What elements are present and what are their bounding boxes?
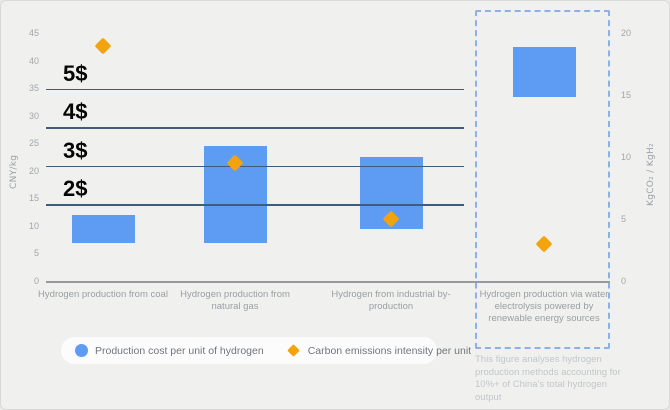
right-axis-tick: 20	[621, 28, 632, 38]
legend-item-carbon-intensity: Carbon emissions intensity per unit	[286, 344, 472, 357]
right-axis-tick: 15	[621, 89, 632, 100]
dollar-reference-label: 5$	[63, 60, 88, 86]
left-axis-tick: 35	[28, 83, 39, 93]
left-axis-tick: 0	[33, 275, 39, 286]
cost-range-bar	[512, 47, 576, 97]
legend-label: Production cost per unit of hydrogen	[95, 344, 264, 357]
legend-item-production-cost: Production cost per unit of hydrogen	[75, 344, 264, 357]
footnote: This figure analyses hydrogen production…	[475, 354, 621, 403]
category-label: Hydrogen production from coal	[38, 289, 168, 300]
dollar-reference-label: 4$	[63, 99, 88, 124]
category-label: Hydrogen production from natural gas	[180, 289, 290, 312]
cost-range-bar	[71, 215, 135, 243]
carbon-intensity-swatch-icon	[286, 344, 300, 357]
left-axis-tick: 40	[28, 55, 39, 66]
left-axis-tick: 30	[28, 110, 39, 121]
dollar-reference-label: 3$	[63, 137, 88, 163]
dollar-reference-line	[46, 165, 464, 167]
dollar-reference-line	[46, 127, 464, 129]
dollar-reference-line	[46, 88, 464, 90]
category-label: Hydrogen production via water electrolys…	[479, 289, 609, 324]
left-axis-tick: 10	[28, 220, 39, 231]
x-axis-line	[46, 281, 610, 283]
left-axis-tick: 25	[28, 138, 39, 148]
left-axis-tick: 20	[28, 165, 39, 176]
production-cost-swatch-icon	[75, 344, 88, 357]
highlight-box	[475, 10, 610, 349]
category-label: Hydrogen from industrial by-production	[331, 289, 451, 312]
right-axis-tick: 0	[621, 275, 627, 286]
dollar-reference-label: 2$	[63, 176, 88, 201]
legend-label: Carbon emissions intensity per unit	[307, 344, 472, 357]
emission-diamond	[94, 37, 112, 55]
legend: Production cost per unit of hydrogen Car…	[61, 337, 471, 364]
left-axis-tick: 15	[28, 193, 39, 203]
left-axis-tick: 45	[28, 28, 39, 38]
right-axis-title: KgCO₂ / KgH₂	[646, 143, 656, 206]
right-axis-tick: 10	[621, 151, 632, 162]
dollar-reference-line	[46, 204, 464, 206]
left-axis-title: CNY/kg	[9, 154, 19, 189]
left-axis-tick: 5	[33, 248, 39, 258]
right-axis-tick: 5	[621, 213, 627, 224]
